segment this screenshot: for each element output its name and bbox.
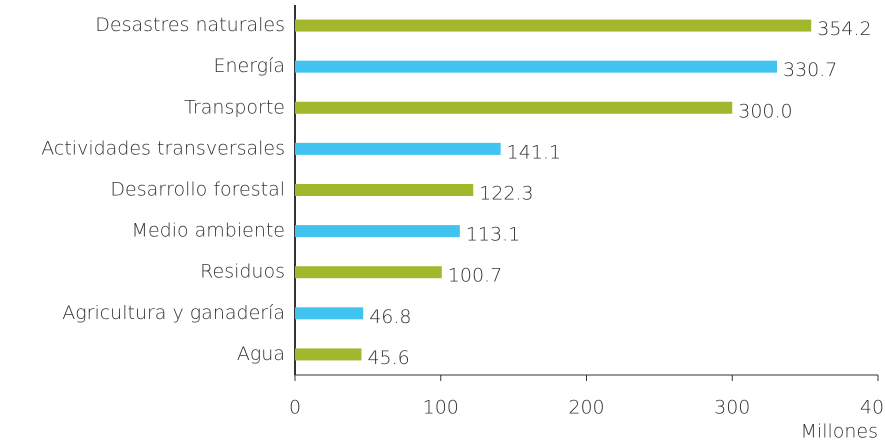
bar xyxy=(295,19,812,32)
value-label: 113.1 xyxy=(466,224,520,246)
value-label: 122.3 xyxy=(479,183,533,205)
y-tick-label: Agua xyxy=(237,343,285,365)
x-tick-label: 300 xyxy=(714,397,750,419)
value-label: 141.1 xyxy=(507,141,561,163)
x-tick-label: 200 xyxy=(568,397,604,419)
y-tick-label: Agricultura y ganadería xyxy=(62,302,285,324)
y-tick-label: Energía xyxy=(213,55,285,77)
y-tick-label: Medio ambiente xyxy=(132,220,285,242)
value-label: 46.8 xyxy=(369,306,411,328)
y-tick-label: Actividades transversales xyxy=(41,137,285,159)
x-tick-label: 400 xyxy=(860,397,885,419)
y-tick-label: Desastres naturales xyxy=(95,14,285,36)
bar xyxy=(295,184,474,196)
y-tick-label: Transporte xyxy=(184,96,285,118)
value-label: 300.0 xyxy=(738,100,792,122)
bar xyxy=(295,142,501,155)
value-label: 330.7 xyxy=(783,59,837,81)
bar xyxy=(295,60,777,73)
bar xyxy=(295,266,442,279)
value-label: 100.7 xyxy=(448,265,502,287)
value-label: 354.2 xyxy=(817,18,871,40)
x-axis-label: Millones xyxy=(801,421,878,443)
bar xyxy=(295,225,460,238)
value-label: 45.6 xyxy=(367,347,409,369)
y-tick-label: Residuos xyxy=(200,261,285,283)
bar xyxy=(295,101,733,114)
bar xyxy=(295,348,362,361)
y-tick-label: Desarrollo forestal xyxy=(110,179,285,201)
bar xyxy=(295,307,364,320)
x-tick-label: 0 xyxy=(289,397,301,419)
x-tick-label: 100 xyxy=(423,397,459,419)
